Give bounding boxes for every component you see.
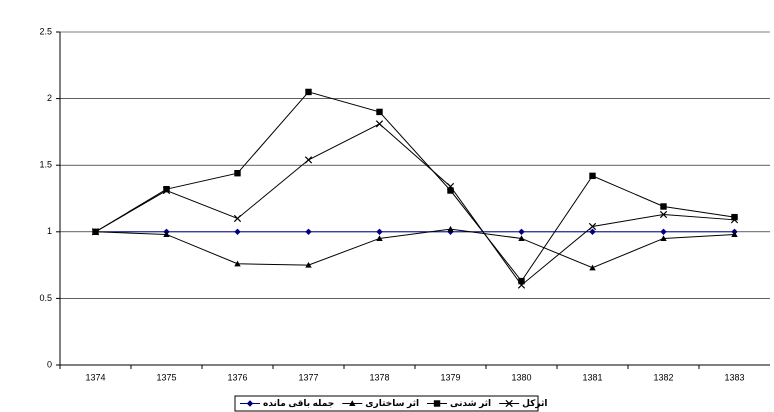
series-line	[95, 228, 735, 269]
point	[731, 231, 738, 238]
point	[660, 228, 667, 235]
y-tick-label: 1	[47, 226, 52, 236]
y-tick-label: 2.5	[39, 26, 52, 36]
legend-label: اثر ساختاری	[365, 398, 419, 409]
point	[659, 210, 668, 219]
point	[589, 264, 596, 271]
point	[589, 228, 596, 235]
point	[518, 277, 525, 285]
point	[518, 235, 525, 242]
point	[305, 228, 312, 235]
point	[305, 88, 312, 96]
x-tick-label: 1376	[227, 372, 247, 382]
point	[234, 169, 241, 177]
series-line	[95, 91, 735, 282]
point	[731, 213, 738, 221]
point	[589, 172, 596, 180]
point	[349, 400, 356, 407]
point	[730, 216, 739, 224]
point	[446, 182, 455, 191]
point	[305, 261, 312, 268]
point	[376, 108, 383, 116]
legend-label: اثر شدنی	[450, 398, 491, 409]
point	[234, 260, 241, 267]
x-tick-label: 1374	[85, 372, 105, 382]
x-tick-label: 1382	[653, 372, 673, 382]
point	[660, 203, 667, 210]
point	[162, 186, 171, 195]
legend-label: اثرکل	[522, 398, 547, 409]
point	[517, 281, 526, 289]
x-tick-label: 1381	[582, 372, 602, 382]
point	[163, 185, 170, 193]
point	[304, 156, 313, 164]
point	[447, 225, 454, 232]
x-tick-label: 1380	[511, 372, 531, 382]
point	[588, 222, 597, 231]
series-line	[95, 123, 735, 286]
point	[234, 228, 241, 235]
legend-label: جمله باقی مانده	[263, 398, 334, 408]
point	[447, 187, 454, 194]
x-tick-label: 1379	[440, 372, 460, 382]
y-tick-label: 2	[47, 93, 52, 103]
point	[375, 120, 384, 128]
point	[433, 400, 441, 407]
point	[233, 214, 242, 223]
x-tick-label: 1375	[156, 372, 176, 382]
x-tick-label: 1378	[369, 372, 389, 382]
y-tick-label: 0	[47, 359, 52, 369]
point	[91, 228, 100, 236]
point	[163, 231, 170, 238]
legend-box	[234, 395, 539, 412]
point	[376, 228, 383, 235]
y-tick-label: 1.5	[39, 160, 52, 170]
point	[518, 228, 525, 235]
point	[505, 399, 513, 408]
point	[376, 235, 383, 242]
point	[660, 235, 667, 242]
y-tick-label: 0.5	[39, 293, 52, 303]
x-tick-label: 1377	[298, 372, 318, 382]
x-tick-label: 1383	[724, 372, 744, 382]
point	[246, 400, 254, 407]
